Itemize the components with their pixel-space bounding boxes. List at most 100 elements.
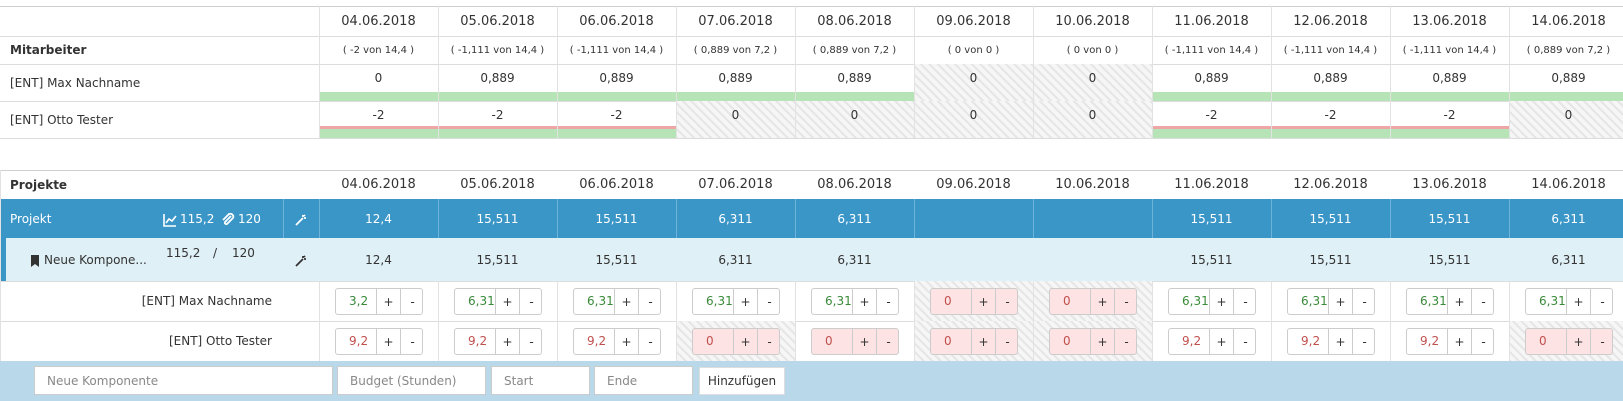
col-border (1152, 6, 1153, 138)
minus-button[interactable]: - (1233, 329, 1255, 354)
availability-value: 0,889 (1551, 71, 1586, 85)
plus-button[interactable]: + (614, 329, 638, 354)
hours-input[interactable]: 9,2 (1182, 334, 1202, 348)
plus-button[interactable]: + (1209, 329, 1233, 354)
hours-input[interactable]: 6,311 (468, 294, 495, 308)
plus-button[interactable]: + (1447, 289, 1471, 314)
hours-input[interactable]: 6,311 (1182, 294, 1209, 308)
plus-button[interactable]: + (852, 329, 876, 354)
project-hours-day: 6,311 (718, 211, 753, 226)
minus-button[interactable]: - (1590, 329, 1612, 354)
plus-button[interactable]: + (376, 329, 400, 354)
form-input[interactable]: Neue Komponente (34, 366, 333, 395)
minus-button[interactable]: - (519, 329, 541, 354)
col-border (319, 6, 320, 138)
hours-input[interactable]: 0 (1063, 334, 1071, 348)
employee-name: [ENT] Otto Tester (168, 334, 272, 348)
wand-icon[interactable] (294, 253, 308, 272)
minus-button[interactable]: - (400, 329, 422, 354)
plus-button[interactable]: + (1566, 329, 1590, 354)
minus-button[interactable]: - (1114, 329, 1136, 354)
minus-button[interactable]: - (757, 289, 779, 314)
hours-input[interactable]: 6,311 (1539, 294, 1566, 308)
overbooking-line (1152, 126, 1271, 129)
hours-input[interactable]: 3,2 (349, 294, 369, 308)
wand-icon[interactable] (294, 212, 308, 231)
availability-bar (676, 92, 795, 101)
form-input[interactable]: Ende (594, 366, 693, 395)
plus-button[interactable]: + (733, 329, 757, 354)
plus-button[interactable]: + (376, 289, 400, 314)
date-header: 06.06.2018 (579, 14, 654, 29)
hours-input[interactable]: 0 (944, 294, 952, 308)
plus-button[interactable]: + (1328, 289, 1352, 314)
plus-button[interactable]: + (1566, 289, 1590, 314)
availability-bar (1509, 92, 1623, 101)
project-name[interactable]: Projekt (10, 211, 52, 226)
plus-button[interactable]: + (1090, 289, 1114, 314)
availability-bar (1271, 129, 1390, 138)
minus-button[interactable]: - (1114, 289, 1136, 314)
col-border (557, 281, 558, 361)
form-input[interactable]: Start (491, 366, 590, 395)
hours-input[interactable]: 9,2 (1301, 334, 1321, 348)
minus-button[interactable]: - (995, 289, 1017, 314)
col-border (283, 199, 284, 238)
plus-button[interactable]: + (1209, 289, 1233, 314)
hours-input[interactable]: 0 (1539, 334, 1547, 348)
chart-icon (163, 212, 177, 231)
date-header: 09.06.2018 (936, 14, 1011, 29)
minus-button[interactable]: - (638, 289, 660, 314)
plus-button[interactable]: + (971, 329, 995, 354)
hours-input[interactable]: 9,2 (349, 334, 369, 348)
hours-input[interactable]: 9,2 (468, 334, 488, 348)
hours-input[interactable]: 9,2 (1420, 334, 1440, 348)
plus-button[interactable]: + (852, 289, 876, 314)
form-input[interactable]: Budget (Stunden) (337, 366, 486, 395)
hours-input[interactable]: 6,311 (587, 294, 614, 308)
hours-input[interactable]: 0 (1063, 294, 1071, 308)
component-name[interactable]: Neue Kompone... (44, 252, 147, 267)
date-header: 11.06.2018 (1174, 14, 1249, 29)
minus-button[interactable]: - (876, 329, 898, 354)
plus-button[interactable]: + (495, 289, 519, 314)
plus-button[interactable]: + (614, 289, 638, 314)
minus-button[interactable]: - (400, 289, 422, 314)
hours-input[interactable]: 0 (825, 334, 833, 348)
minus-button[interactable]: - (519, 289, 541, 314)
hours-input[interactable]: 6,311 (825, 294, 852, 308)
date-header: 08.06.2018 (817, 14, 892, 29)
hours-input-group: 0 + - (692, 328, 780, 355)
hours-input[interactable]: 0 (706, 334, 714, 348)
component-hours-day: 6,311 (837, 252, 872, 267)
hours-input[interactable]: 6,311 (706, 294, 733, 308)
minus-button[interactable]: - (1352, 329, 1374, 354)
minus-button[interactable]: - (876, 289, 898, 314)
date-header: 10.06.2018 (1055, 14, 1130, 29)
minus-button[interactable]: - (757, 329, 779, 354)
minus-button[interactable]: - (1233, 289, 1255, 314)
plus-button[interactable]: + (733, 289, 757, 314)
project-budget: 120 (238, 211, 261, 226)
plus-button[interactable]: + (495, 329, 519, 354)
minus-button[interactable]: - (995, 329, 1017, 354)
availability-value: 0 (1564, 108, 1573, 122)
minus-button[interactable]: - (1471, 329, 1493, 354)
hours-input[interactable]: 9,2 (587, 334, 607, 348)
date-header: 14.06.2018 (1531, 14, 1606, 29)
plus-button[interactable]: + (1090, 329, 1114, 354)
hours-cell: 6,311+- (438, 281, 557, 321)
hours-input[interactable]: 6,311 (1301, 294, 1328, 308)
hours-input-group: 0 + - (1525, 328, 1613, 355)
hours-input[interactable]: 6,311 (1420, 294, 1447, 308)
add-button[interactable]: Hinzufügen (699, 367, 785, 395)
hours-input-group: 9,2 + - (335, 328, 423, 355)
plus-button[interactable]: + (1328, 329, 1352, 354)
plus-button[interactable]: + (971, 289, 995, 314)
minus-button[interactable]: - (1352, 289, 1374, 314)
minus-button[interactable]: - (1590, 289, 1612, 314)
minus-button[interactable]: - (1471, 289, 1493, 314)
minus-button[interactable]: - (638, 329, 660, 354)
plus-button[interactable]: + (1447, 329, 1471, 354)
hours-input[interactable]: 0 (944, 334, 952, 348)
